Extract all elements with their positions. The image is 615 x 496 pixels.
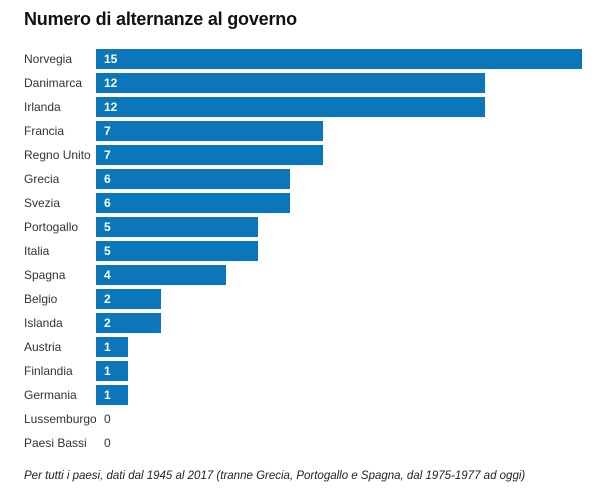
bar: 1 xyxy=(96,385,129,405)
value-label: 1 xyxy=(104,340,111,354)
value-label: 12 xyxy=(104,76,118,90)
bar-track: 12 xyxy=(96,73,582,93)
value-label: 6 xyxy=(104,196,111,210)
category-label: Portogallo xyxy=(24,220,79,234)
category-label: Austria xyxy=(24,340,62,354)
bar: 12 xyxy=(96,97,485,117)
chart-row: Lussemburgo 0 xyxy=(24,409,582,429)
category-label: Italia xyxy=(24,244,50,258)
bar: 4 xyxy=(96,265,226,285)
bar-track: 5 xyxy=(96,241,582,261)
bar: 6 xyxy=(96,169,291,189)
bar-track: 1 xyxy=(96,385,582,405)
chart-row: Danimarca 12 xyxy=(24,73,582,93)
value-label: 1 xyxy=(104,364,111,378)
category-label: Svezia xyxy=(24,196,61,210)
category-label: Germania xyxy=(24,388,77,402)
bar-track: 7 xyxy=(96,121,582,141)
bar-chart: Norvegia 15 Danimarca 12 Irlanda 12 Francia 7 Re… xyxy=(24,49,582,453)
category-label: Irlanda xyxy=(24,100,61,114)
bar-track: 0 xyxy=(96,433,582,453)
category-label: Grecia xyxy=(24,172,60,186)
category-label: Belgio xyxy=(24,292,58,306)
chart-title: Numero di alternanze al governo xyxy=(24,9,297,29)
value-label: 1 xyxy=(104,388,111,402)
bar: 15 xyxy=(96,49,582,69)
value-label: 6 xyxy=(104,172,111,186)
category-label: Regno Unito xyxy=(24,148,91,162)
category-label: Islanda xyxy=(24,316,63,330)
bar-track: 1 xyxy=(96,361,582,381)
chart-row: Spagna 4 xyxy=(24,265,582,285)
bar-track: 0 xyxy=(96,409,582,429)
chart-row: Irlanda 12 xyxy=(24,97,582,117)
bar-track: 12 xyxy=(96,97,582,117)
value-label: 5 xyxy=(104,244,111,258)
bar: 1 xyxy=(96,361,129,381)
category-label: Norvegia xyxy=(24,52,73,66)
bar: 2 xyxy=(96,313,161,333)
chart-row: Grecia 6 xyxy=(24,169,582,189)
chart-row: Finlandia 1 xyxy=(24,361,582,381)
chart-row: Italia 5 xyxy=(24,241,582,261)
bar: 2 xyxy=(96,289,161,309)
bar-track: 5 xyxy=(96,217,582,237)
category-label: Danimarca xyxy=(24,76,83,90)
category-label: Paesi Bassi xyxy=(24,436,87,450)
bar-track: 2 xyxy=(96,313,582,333)
bar-track: 2 xyxy=(96,289,582,309)
category-label: Finlandia xyxy=(24,364,73,378)
chart-row: Islanda 2 xyxy=(24,313,582,333)
chart-row: Belgio 2 xyxy=(24,289,582,309)
value-label: 15 xyxy=(104,52,118,66)
bar: 5 xyxy=(96,241,258,261)
value-label: 0 xyxy=(104,436,111,450)
value-label: 4 xyxy=(104,268,111,282)
bar-track: 6 xyxy=(96,193,582,213)
bar-track: 15 xyxy=(96,49,582,69)
bar: 6 xyxy=(96,193,291,213)
value-label: 5 xyxy=(104,220,111,234)
value-label: 2 xyxy=(104,292,111,306)
chart-row: Regno Unito 7 xyxy=(24,145,582,165)
value-label: 2 xyxy=(104,316,111,330)
chart-row: Francia 7 xyxy=(24,121,582,141)
bar: 7 xyxy=(96,121,323,141)
bar: 5 xyxy=(96,217,258,237)
bar: 12 xyxy=(96,73,485,93)
category-label: Spagna xyxy=(24,268,66,282)
value-label: 12 xyxy=(104,100,118,114)
bar-track: 6 xyxy=(96,169,582,189)
category-label: Francia xyxy=(24,124,65,138)
chart-row: Germania 1 xyxy=(24,385,582,405)
value-label: 7 xyxy=(104,124,111,138)
bar-track: 4 xyxy=(96,265,582,285)
value-label: 7 xyxy=(104,148,111,162)
bar-track: 1 xyxy=(96,337,582,357)
chart-row: Paesi Bassi 0 xyxy=(24,433,582,453)
bar-track: 7 xyxy=(96,145,582,165)
chart-row: Portogallo 5 xyxy=(24,217,582,237)
chart-footnote: Per tutti i paesi, dati dal 1945 al 2017… xyxy=(24,470,526,482)
bar: 7 xyxy=(96,145,323,165)
chart-row: Norvegia 15 xyxy=(24,49,582,69)
chart-row: Svezia 6 xyxy=(24,193,582,213)
chart-row: Austria 1 xyxy=(24,337,582,357)
bar: 1 xyxy=(96,337,129,357)
value-label: 0 xyxy=(104,412,111,426)
category-label: Lussemburgo xyxy=(24,412,96,426)
